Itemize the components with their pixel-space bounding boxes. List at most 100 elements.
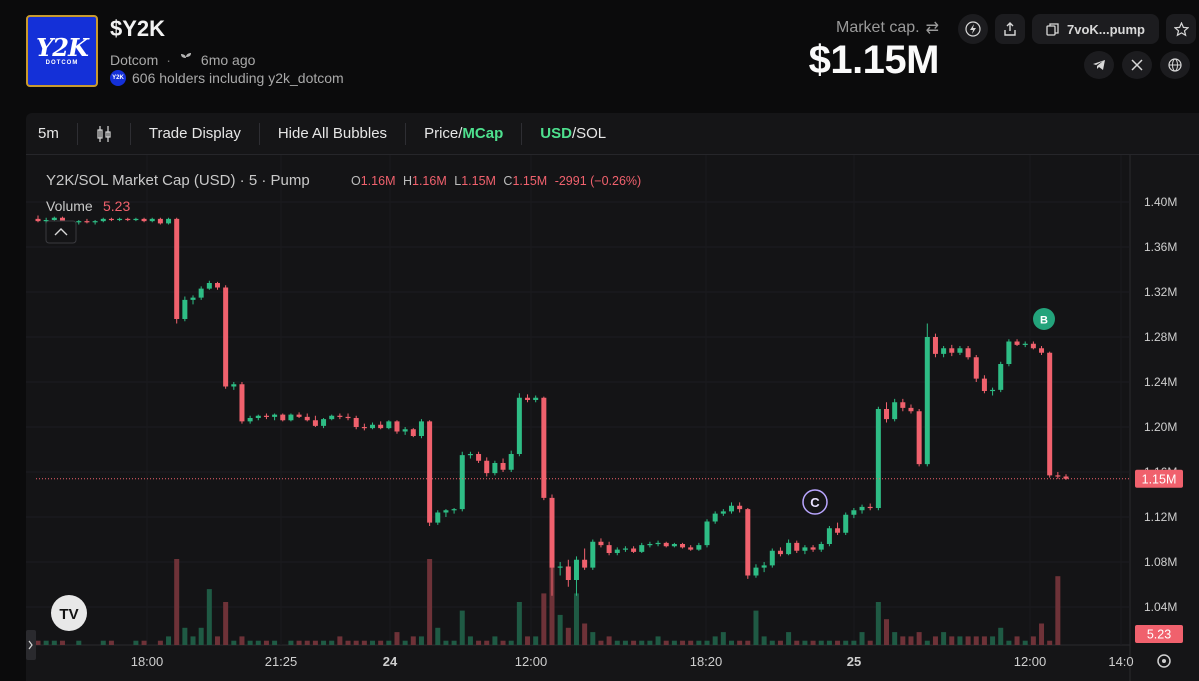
candle-body <box>304 416 310 421</box>
trade-bubble-c[interactable]: C <box>802 489 828 515</box>
candle-body <box>198 288 204 298</box>
legend-l-value: 1.15M <box>461 174 496 188</box>
volume-bar <box>875 602 881 645</box>
volume-bar <box>663 640 669 645</box>
market-cap-label: Market cap. ⇄ <box>836 18 939 38</box>
volume-bar <box>1014 636 1020 645</box>
volume-bar <box>43 640 49 645</box>
volume-bar <box>957 636 963 645</box>
candle-body <box>321 419 327 426</box>
candle-body <box>924 337 930 465</box>
interval-selector[interactable]: 5m <box>26 122 78 145</box>
candle-body <box>443 510 449 513</box>
volume-bar <box>1030 636 1036 645</box>
volume-bar <box>272 640 278 645</box>
candle-body <box>272 414 278 417</box>
twitter-link[interactable] <box>1122 51 1152 79</box>
candle-body <box>598 541 604 546</box>
volume-bar <box>639 640 645 645</box>
candle-body <box>1063 476 1069 479</box>
candle-body <box>288 414 294 421</box>
copy-address-button[interactable]: 7voK...pump <box>1032 14 1159 44</box>
volume-bar <box>337 636 343 645</box>
candle-body <box>84 221 90 223</box>
contract-address: 7voK...pump <box>1066 21 1145 37</box>
candle-body <box>663 542 669 547</box>
price-tick-label: 1.20M <box>1144 420 1177 434</box>
volume-bar <box>386 640 392 645</box>
price-tick-label: 1.08M <box>1144 555 1177 569</box>
chart-settings-button[interactable] <box>1157 654 1171 668</box>
volume-bar <box>214 636 220 645</box>
candle-body <box>223 287 229 387</box>
candle-body <box>418 421 424 436</box>
candle-body <box>737 505 743 510</box>
candle-body <box>769 550 775 566</box>
candle-body <box>688 547 694 550</box>
favorite-button[interactable] <box>1166 14 1196 44</box>
candle-body <box>525 397 531 400</box>
swap-arrows-icon[interactable]: ⇄ <box>925 20 939 37</box>
gear-icon <box>1157 654 1171 668</box>
candle-body <box>108 218 114 221</box>
trade-bubble-b[interactable]: B <box>1033 308 1055 330</box>
share-button[interactable] <box>995 14 1025 44</box>
candle-body <box>957 348 963 353</box>
collapse-legend-button[interactable] <box>45 220 77 244</box>
volume-bar <box>108 640 114 645</box>
candle-body <box>843 514 849 533</box>
volume-bar <box>818 640 824 645</box>
candle-body <box>835 528 841 533</box>
volume-bar <box>843 640 849 645</box>
legend-l-label: L <box>454 174 461 188</box>
volume-bar <box>370 640 376 645</box>
candle-body <box>647 544 653 546</box>
candle-body <box>777 550 783 555</box>
volume-bar <box>981 636 987 645</box>
volume-bar <box>924 640 930 645</box>
volume-bar <box>353 640 359 645</box>
candle-body <box>206 283 212 289</box>
volume-bar <box>141 640 147 645</box>
flash-button[interactable] <box>958 14 988 44</box>
volume-bar <box>973 636 979 645</box>
legend-h-label: H <box>403 174 412 188</box>
token-ticker: $Y2K <box>110 16 166 41</box>
candle-body <box>345 416 351 419</box>
candle-body <box>100 218 106 222</box>
candle-body <box>826 528 832 544</box>
chart-type-button[interactable] <box>78 122 131 145</box>
volume-bar <box>223 602 229 645</box>
candle-body <box>655 542 661 545</box>
price-mcap-toggle[interactable]: Price / MCap <box>406 122 523 145</box>
token-age: 6mo ago <box>200 51 256 68</box>
candle-body <box>549 497 555 568</box>
price-tick-label: 1.12M <box>1144 510 1177 524</box>
time-tick-label: 12:00 <box>1014 654 1047 669</box>
volume-bar <box>190 636 196 645</box>
website-link[interactable] <box>1160 51 1190 79</box>
share-icon <box>1004 22 1016 36</box>
volume-bar <box>737 640 743 645</box>
price-tick-label: 1.36M <box>1144 240 1177 254</box>
price-chart[interactable]: 1.40M 1.36M 1.32M 1.28M 1.24M 1.20M 1.16M 1.12M… <box>26 155 1199 681</box>
candle-body <box>728 505 734 512</box>
hide-bubbles-button[interactable]: Hide All Bubbles <box>260 122 407 145</box>
candle-body <box>76 221 82 223</box>
legend-title: Y2K/SOL Market Cap (USD) · 5 · Pump <box>46 172 310 189</box>
token-logo-text: Y2K <box>36 33 89 62</box>
currency-toggle[interactable]: USD / SOL <box>540 125 607 142</box>
candle-body <box>998 364 1004 390</box>
volume-bar <box>965 636 971 645</box>
candle-body <box>435 512 441 523</box>
volume-bar <box>1047 640 1053 645</box>
volume-bar <box>680 640 686 645</box>
trade-display-button[interactable]: Trade Display <box>131 122 260 145</box>
telegram-link[interactable] <box>1084 51 1114 79</box>
scroll-left-handle[interactable] <box>26 630 36 660</box>
volume-bar <box>565 627 571 645</box>
tradingview-logo[interactable]: TV <box>51 595 87 631</box>
volume-bar <box>51 640 57 645</box>
candle-body <box>900 402 906 408</box>
